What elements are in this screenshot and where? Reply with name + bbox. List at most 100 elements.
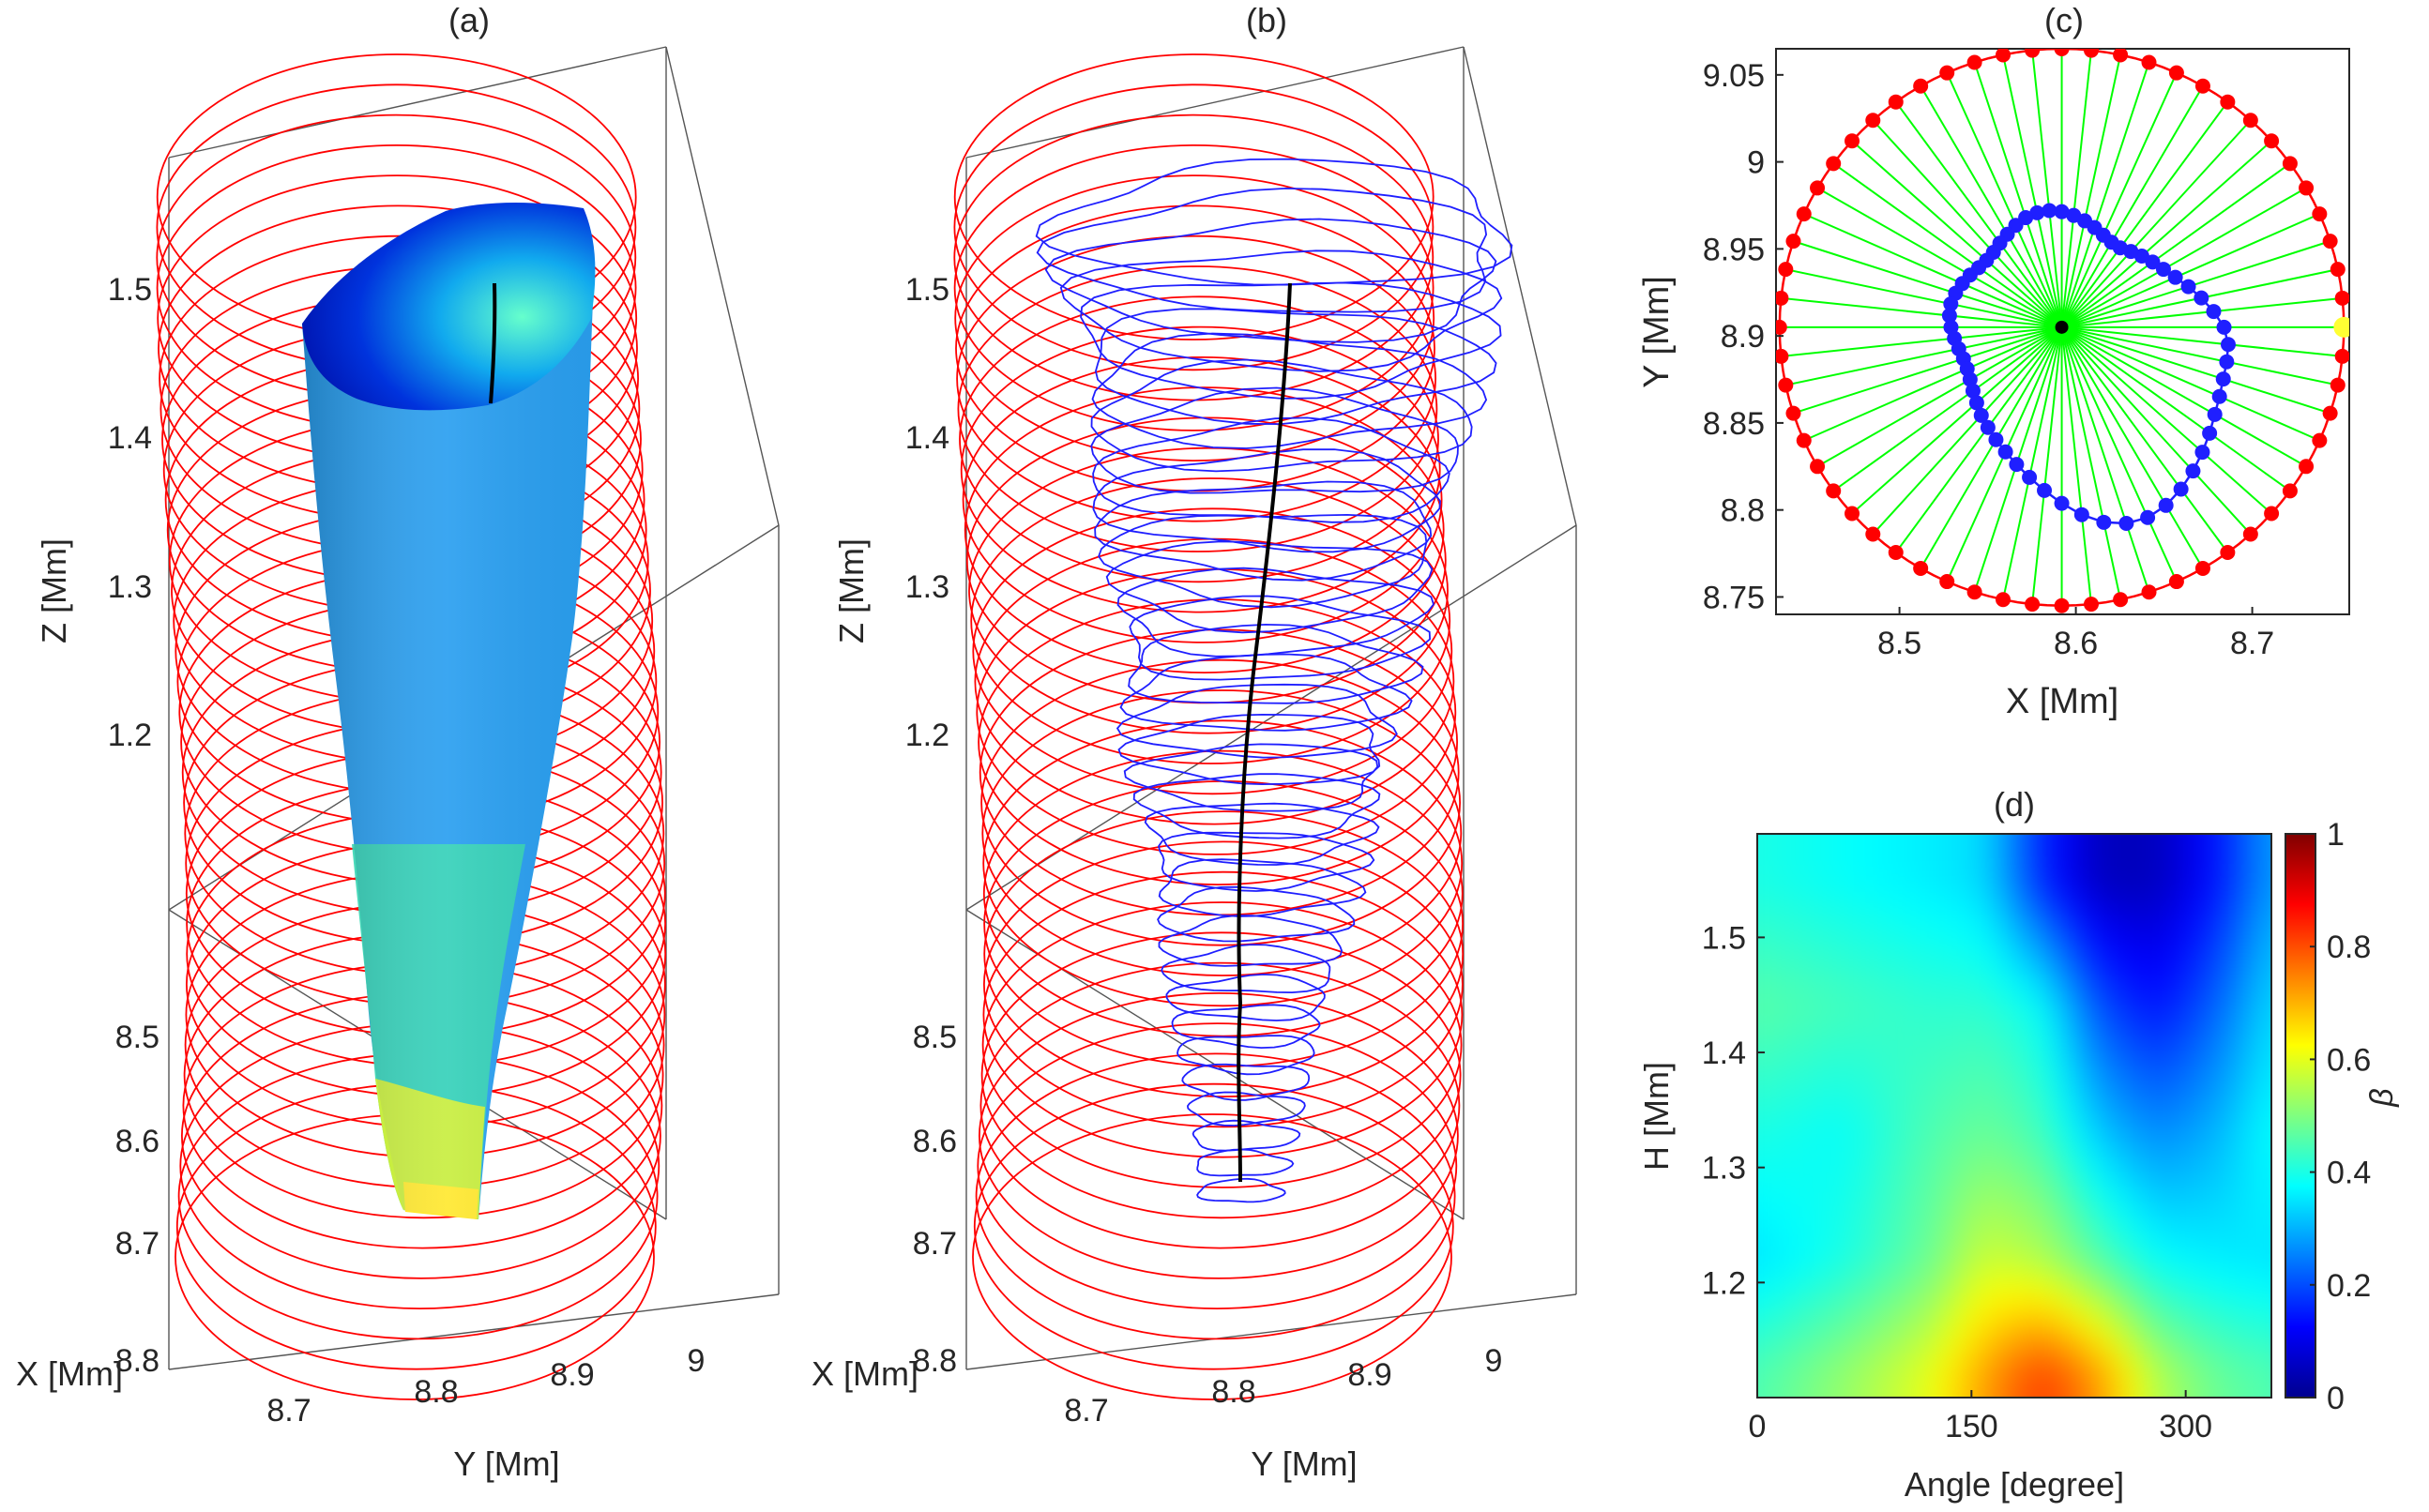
heatmap-cell — [1843, 1059, 1859, 1080]
heatmap-cell — [1914, 1003, 1930, 1023]
heatmap-cell — [2115, 1398, 2130, 1417]
heatmap-cell — [2071, 890, 2087, 911]
heatmap-cell — [2199, 1153, 2216, 1173]
heatmap-cell — [2143, 1003, 2159, 1023]
ray-line — [1973, 62, 2063, 328]
boundary-point — [2022, 469, 2038, 485]
heatmap-cell — [1785, 1340, 1801, 1361]
heatmap-cell — [2128, 1340, 2144, 1361]
heatmap-cell — [2257, 796, 2272, 816]
heatmap-cell — [1829, 1247, 1845, 1267]
heatmap-cell — [2171, 1003, 2187, 1023]
heatmap-cell — [2271, 796, 2286, 816]
heatmap-cell — [2214, 853, 2230, 872]
heatmap-cell — [1785, 1172, 1801, 1192]
boundary-point — [1988, 431, 2004, 447]
heatmap-cell — [1829, 1340, 1845, 1361]
heatmap-cell — [2199, 1134, 2216, 1155]
heatmap-cell — [2256, 1059, 2271, 1080]
heatmap-cell — [2128, 1134, 2144, 1155]
heatmap-cell — [1829, 1322, 1845, 1342]
ray-line — [1920, 326, 2063, 569]
heatmap-cell — [1871, 1172, 1887, 1192]
contour-slice — [1192, 1119, 1301, 1152]
z-tick-label: 1.3 — [108, 569, 152, 605]
heatmap-cell — [2028, 834, 2044, 854]
heatmap-cell — [1971, 909, 1987, 930]
heatmap-cell — [1957, 1379, 1973, 1398]
heatmap-cell — [1843, 946, 1859, 967]
panel-d-y-axis-label: H [Mm] — [1637, 1062, 1676, 1171]
heatmap-cell — [2214, 1265, 2230, 1286]
heatmap-cell — [1757, 1096, 1758, 1117]
heatmap-cell — [1843, 890, 1859, 911]
heatmap-cell — [2185, 1379, 2201, 1398]
heatmap-cell — [1985, 909, 2001, 930]
ray-line — [1803, 213, 2062, 328]
heatmap-cell — [2228, 1303, 2244, 1323]
heatmap-cell — [1900, 1021, 1916, 1042]
contour-slice — [1196, 1148, 1295, 1177]
heatmap-cell — [2071, 1172, 2087, 1192]
heatmap-cell — [1800, 1416, 1815, 1436]
heatmap-cell — [1757, 834, 1773, 854]
circle-point — [2242, 526, 2258, 542]
heatmap-cell — [2256, 853, 2271, 872]
heatmap-cell — [2285, 1398, 2300, 1417]
heatmap-cell — [2014, 1228, 2030, 1248]
ray-line — [2061, 325, 2320, 442]
heatmap-cell — [2256, 1322, 2271, 1342]
heatmap-cell — [2171, 1228, 2187, 1248]
contour-slice — [1080, 281, 1502, 400]
y-tick-label: 8.9 — [1721, 319, 1765, 355]
heatmap-cell — [2214, 1340, 2230, 1361]
heatmap-cell — [1928, 853, 1944, 872]
heatmap-cell — [2057, 1153, 2072, 1173]
heatmap-cell — [2185, 1172, 2201, 1192]
heatmap-cell — [2242, 834, 2258, 835]
heatmap-cell — [1771, 871, 1787, 892]
heatmap-cell — [2128, 909, 2144, 930]
heatmap-cell — [2057, 1209, 2072, 1230]
contour-slice — [1161, 944, 1331, 994]
heatmap-cell — [1799, 1153, 1815, 1173]
heatmap-cell — [2214, 1190, 2230, 1211]
heatmap-cell — [1757, 1228, 1758, 1248]
heatmap-cell — [2128, 1078, 2144, 1098]
heatmap-cell — [1886, 1059, 1902, 1080]
heatmap-cell — [1857, 1340, 1873, 1361]
heatmap-cell — [2086, 946, 2102, 967]
heatmap-cell — [2214, 1322, 2230, 1342]
circle-point — [2194, 78, 2210, 94]
heatmap-cell — [2143, 1284, 2159, 1305]
heatmap-cell — [1843, 1416, 1858, 1436]
heatmap-cell — [1757, 1322, 1773, 1342]
heatmap-cell — [1942, 1340, 1959, 1361]
heatmap-cell — [2171, 1379, 2187, 1398]
ray-line — [2060, 326, 2204, 569]
heatmap-cell — [1914, 1209, 1930, 1230]
heatmap-cell — [1829, 1398, 1844, 1417]
heatmap-cell — [1971, 965, 1987, 986]
heatmap-cell — [1814, 1228, 1830, 1248]
heatmap-cell — [2271, 1021, 2286, 1041]
heatmap-cell — [2143, 871, 2159, 892]
contour-slice — [1196, 1177, 1286, 1203]
heatmap-cell — [2086, 1359, 2102, 1380]
heatmap-cell — [1785, 853, 1801, 872]
heatmap-cell — [1985, 1003, 2001, 1023]
heatmap-cell — [2128, 1040, 2144, 1061]
heatmap-cell — [1857, 1303, 1873, 1323]
heatmap-cell — [2072, 796, 2087, 816]
heatmap-cell — [2199, 1190, 2216, 1211]
heatmap-cell — [1843, 834, 1859, 854]
heatmap-cell — [2143, 1078, 2159, 1098]
heatmap-cell — [1729, 1229, 1744, 1248]
heatmap-cell — [2128, 965, 2144, 986]
heatmap-cell — [1914, 1040, 1930, 1061]
heatmap-cell — [1799, 834, 1815, 835]
contour-slice — [1098, 513, 1428, 609]
heatmap-cell — [1757, 928, 1773, 948]
heatmap-cell — [1999, 1303, 2015, 1323]
heatmap-cell — [2171, 1040, 2187, 1061]
